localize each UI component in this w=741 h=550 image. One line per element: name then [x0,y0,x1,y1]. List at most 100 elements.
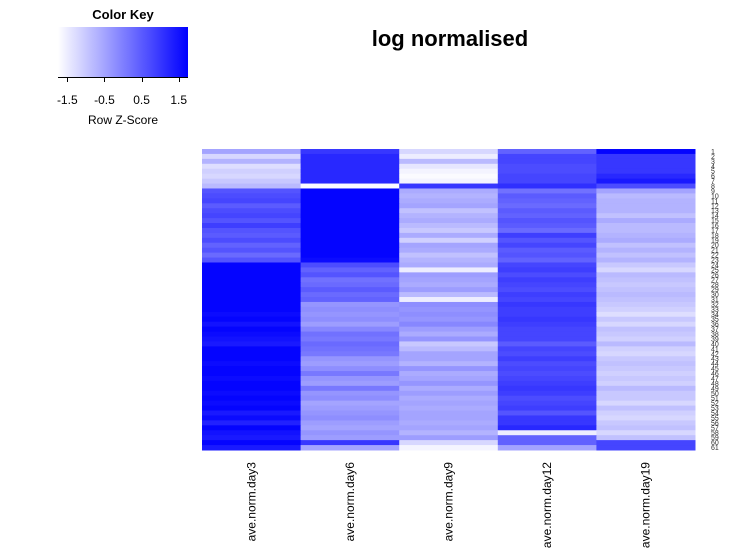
heatmap-cell [300,390,400,397]
heatmap-cell [202,311,302,318]
heatmap-cell [300,262,400,268]
column-label: ave.norm.day6 [343,462,357,542]
heatmap-cell [596,277,696,283]
heatmap-cell [300,237,400,244]
heatmap-cell [497,420,597,426]
heatmap-cell [497,277,597,283]
heatmap-cell [399,267,499,273]
heatmap-cell [399,223,499,229]
heatmap-cell [399,341,499,347]
row-label: 53 [711,406,719,413]
heatmap-cell [300,311,400,318]
row-label: 2 [711,154,715,161]
heatmap-cell [202,208,302,214]
heatmap-cell [399,282,499,288]
heatmap-cell [399,163,499,170]
heatmap-cell [497,326,597,333]
row-label: 18 [711,233,719,240]
heatmap-cell [497,306,597,313]
heatmap-cell [202,198,302,204]
heatmap-cell [300,267,400,273]
heatmap-cell [596,375,696,382]
heatmap-cell [497,351,597,357]
row-label: 61 [711,445,719,452]
heatmap-cell [300,247,400,254]
heatmap-cell [399,208,499,214]
heatmap-cell [399,366,499,372]
heatmap-cell [399,331,499,337]
heatmap-cell [596,311,696,318]
heatmap-cell [300,445,400,451]
heatmap-cell [399,257,499,263]
heatmap-cell [300,306,400,313]
heatmap-cell [300,430,400,436]
heatmap-cell [497,203,597,209]
heatmap-cell [497,435,597,441]
heatmap-cell [399,188,499,194]
color-key-tick-label: -1.5 [56,93,78,107]
heatmap-cell [300,375,400,382]
row-label: 40 [711,341,719,348]
heatmap-cell [202,168,302,175]
heatmap-cell [202,232,302,239]
heatmap-cell [300,385,400,392]
row-label: 30 [711,292,719,299]
heatmap-cell [300,331,400,337]
heatmap-cell [399,306,499,313]
heatmap-cell [596,361,696,367]
heatmap-cell [596,400,696,407]
row-label: 35 [711,317,719,324]
heatmap-cell [300,410,400,416]
heatmap-cell [300,208,400,214]
heatmap-cell [497,395,597,402]
heatmap-cell [596,282,696,288]
heatmap-cell [596,425,696,431]
heatmap-cell [300,346,400,352]
color-key-tick [178,77,180,82]
heatmap-cell [300,173,400,180]
heatmap-cell [399,316,499,323]
heatmap-cell [497,173,597,180]
heatmap-cell [300,203,400,209]
row-label: 5 [711,169,715,176]
heatmap-cell [497,242,597,249]
heatmap-cell [300,371,400,377]
heatmap-cell [300,232,400,239]
heatmap-cell [497,223,597,229]
heatmap-cell [596,173,696,180]
heatmap-cell [300,252,400,259]
heatmap-cell [596,168,696,175]
heatmap-cell [202,361,302,367]
heatmap-cell [202,395,302,402]
row-label: 12 [711,203,719,210]
row-label: 10 [711,193,719,200]
heatmap-cell [596,257,696,263]
heatmap-cell [202,390,302,397]
heatmap-cell [202,341,302,347]
heatmap-cell [497,208,597,214]
heatmap-cell [300,242,400,249]
heatmap-cell [497,390,597,397]
heatmap-cell [596,232,696,239]
heatmap-cell [497,163,597,170]
row-label: 43 [711,356,719,363]
heatmap-cell [596,203,696,209]
heatmap-cell [202,400,302,407]
row-label: 54 [711,410,719,417]
heatmap-cell [399,297,499,303]
heatmap-cell [596,346,696,352]
heatmap-cell [300,297,400,303]
heatmap-cell [497,341,597,347]
heatmap-cell [202,262,302,268]
heatmap-cell [497,336,597,342]
row-label: 13 [711,208,719,215]
heatmap-cell [497,237,597,244]
heatmap-cell [497,380,597,387]
heatmap-cell [300,163,400,170]
heatmap-cell [202,385,302,392]
heatmap-cell [202,183,302,189]
heatmap-cell [399,420,499,426]
heatmap-cell [497,375,597,382]
heatmap-cell [202,415,302,421]
heatmap-cell [399,301,499,308]
